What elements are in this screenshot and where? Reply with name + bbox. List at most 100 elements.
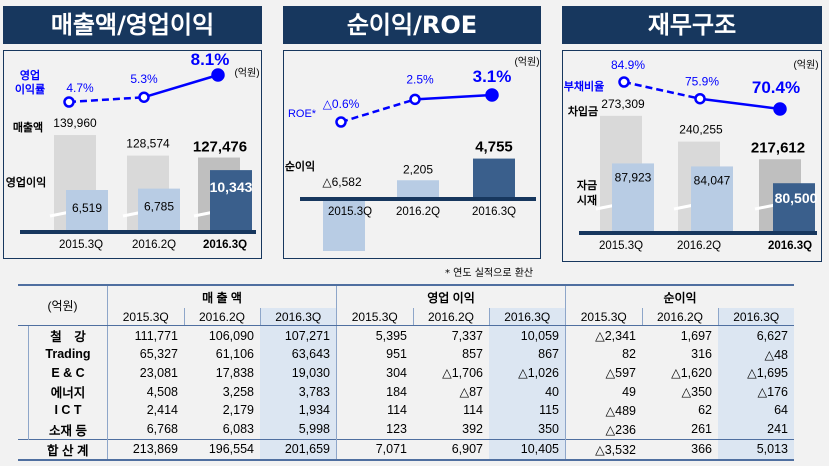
line-point: [63, 96, 75, 108]
line-point: [335, 116, 347, 128]
line-point: [618, 76, 630, 88]
line-point: [211, 68, 225, 82]
table-cell: 4,508: [107, 382, 184, 401]
cash-bar: [612, 163, 654, 232]
line-value-label: 70.4%: [752, 78, 800, 97]
table-cell: △236: [565, 419, 642, 439]
x-tick-label: 2016.3Q: [472, 206, 516, 218]
period-header: 2016.3Q: [717, 308, 794, 326]
table-cell: 5,013: [718, 438, 794, 461]
line-value-label: 75.9%: [685, 75, 719, 89]
bar-series-label: 차입금: [568, 104, 598, 118]
line-value-label: 2.5%: [406, 72, 434, 86]
row-label: 철 강: [50, 330, 86, 344]
table-cell: 7,071: [336, 438, 413, 461]
period-header: 2016.3Q: [488, 308, 566, 326]
table-cell: 62: [698, 403, 712, 418]
x-axis-baseline: [300, 197, 536, 201]
unit-label: (억원): [793, 59, 818, 71]
table-row: E & C 23,081 17,838 19,030 304 △1,706 △1,026 △5…: [18, 363, 794, 382]
table-cell: 857: [462, 347, 483, 362]
table-cell: 6,768: [107, 419, 184, 439]
period-header: 2016.2Q: [183, 308, 260, 326]
table-cell: 1,934: [260, 401, 337, 420]
table-cell: △1,706: [442, 366, 483, 381]
table-cell: 392: [462, 422, 483, 436]
table-row: Trading 65,327 61,106 63,643 951 857 867 82 316 △…: [18, 345, 794, 364]
table-cell: 951: [336, 345, 413, 364]
x-tick-label: 2016.2Q: [132, 239, 176, 251]
footnote: * 연도 실적으로 환산: [445, 268, 534, 279]
indent-cell: [18, 401, 29, 420]
unit-label: (억원): [234, 67, 259, 79]
table-cell: 23,081: [107, 363, 184, 382]
table-cell: 2,414: [107, 401, 184, 420]
table-cell: △2,341: [565, 325, 642, 345]
table-row: I C T 2,414 2,179 1,934 114 114 115 △489 62 64: [18, 401, 794, 420]
line-point: [773, 102, 787, 116]
x-tick-label: 2016.3Q: [203, 239, 247, 251]
indent-cell: [18, 438, 29, 461]
line-point: [409, 93, 421, 106]
line-segment: [143, 73, 219, 99]
period-header: 2016.2Q: [412, 308, 489, 326]
table-cell: △1,026: [489, 363, 566, 382]
table-cell: 867: [489, 345, 566, 364]
table-cell: 366: [642, 438, 718, 461]
line-segment-dashed: [623, 80, 701, 100]
line-segment: [414, 93, 493, 101]
cash-bar: [773, 183, 815, 232]
table-row: 에너지 4,508 3,258 3,783 184 △87 40 49 △350 △176: [18, 382, 794, 401]
line-value-label: 4.7%: [66, 81, 94, 95]
table-cell: △176: [718, 382, 794, 401]
table-cell: 1,697: [680, 328, 712, 343]
net-income-bar: [473, 158, 515, 199]
table-cell: 2,179: [222, 403, 254, 418]
table-cell: 201,659: [260, 438, 337, 461]
group-header-revenue: 매 출 액: [107, 284, 337, 308]
period-header: 2015.3Q: [336, 308, 413, 326]
table-cell: 106,090: [208, 328, 254, 343]
line-value-label: 8.1%: [191, 50, 230, 69]
table-cell: 123: [336, 419, 413, 439]
line-value-label: 5.3%: [130, 72, 158, 86]
bar-series-label: 자금: [577, 178, 597, 192]
operating-profit-value-label: 6,519: [72, 201, 102, 215]
table-cell: 184: [336, 382, 413, 401]
indent-cell: [18, 325, 29, 345]
panel-title-revenue: 매출액/영업이익: [3, 6, 262, 44]
operating-profit-value-label: 10,343: [210, 179, 253, 195]
group-header-operating-profit: 영업 이익: [336, 284, 566, 308]
period-header: 2015.3Q: [565, 308, 642, 326]
table-cell: 6,627: [718, 325, 794, 345]
table-cell: 350: [489, 419, 566, 439]
table-cell: 49: [565, 382, 642, 401]
indent-cell: [18, 419, 29, 439]
panel-title-net-income: 순이익/ROE: [283, 6, 541, 44]
table-cell: 5,998: [260, 419, 337, 439]
cash-value-label: 80,500: [775, 190, 818, 206]
table-cell: 316: [691, 347, 712, 362]
bar-series-label: 매출액: [13, 120, 43, 134]
table-cell: 107,271: [260, 325, 337, 345]
indent-cell: [18, 345, 29, 364]
table-cell: 3,258: [222, 384, 254, 399]
row-label: Trading: [45, 347, 91, 362]
operating-profit-bar: [138, 188, 180, 231]
x-tick-label: 2016.2Q: [677, 240, 721, 252]
table-cell: 114: [463, 403, 483, 418]
table-cell: 114: [336, 401, 413, 420]
line-value-label: 84.9%: [611, 58, 645, 72]
row-label: 합 산 계: [28, 438, 108, 461]
net-income-value-label: 2,205: [403, 162, 433, 176]
net-income-bar: [323, 199, 365, 251]
net-income-value-label: 4,755: [475, 139, 513, 156]
charts-layer: 139,960 128,574 127,476 6,519 6,785 10,343 201…: [6, 50, 819, 252]
table-cell: △3,532: [565, 438, 642, 461]
net-income-bar: [397, 180, 439, 199]
row-label: 소재 등: [49, 423, 87, 438]
cash-bar: [691, 166, 733, 232]
revenue-value-label: 128,574: [126, 137, 170, 151]
table-cell: 10,405: [489, 438, 566, 461]
table-cell: 241: [718, 419, 794, 439]
